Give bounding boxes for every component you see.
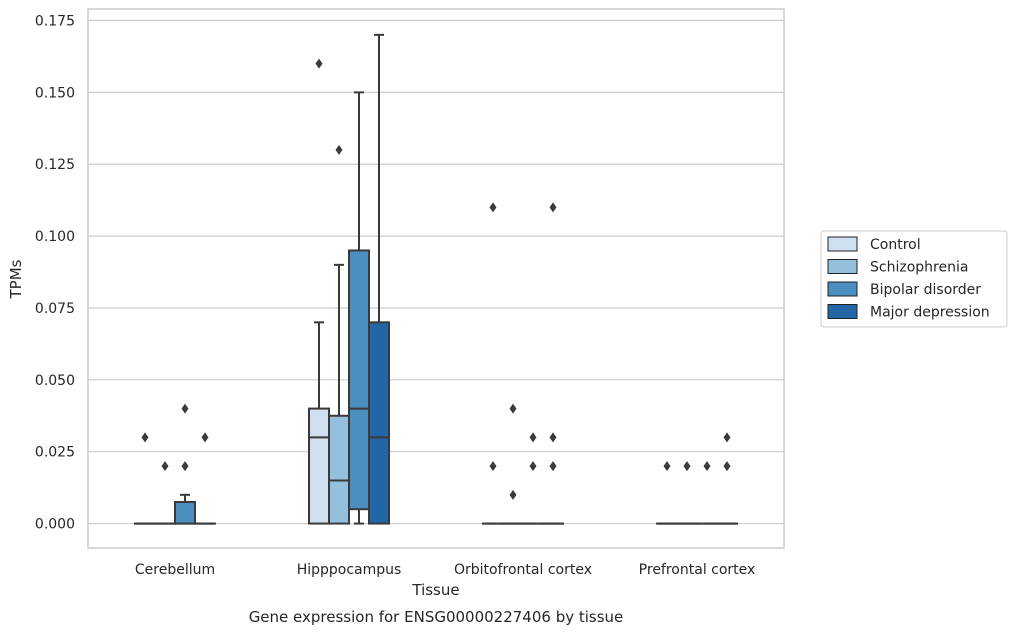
y-tick-label: 0.025 bbox=[35, 445, 75, 461]
legend-swatch bbox=[827, 304, 858, 319]
box-group bbox=[194, 432, 216, 525]
outlier-point bbox=[181, 461, 189, 472]
outlier-point bbox=[181, 403, 189, 414]
box-group bbox=[502, 403, 524, 525]
y-tick-label: 0.125 bbox=[35, 157, 75, 173]
box bbox=[328, 414, 350, 525]
legend-label: Schizophrenia bbox=[870, 260, 968, 276]
legend-swatch bbox=[827, 281, 858, 297]
box bbox=[368, 321, 390, 525]
plot-frame bbox=[87, 8, 785, 549]
outlier-point bbox=[723, 461, 731, 472]
legend-label: Major depression bbox=[870, 305, 990, 321]
box-group bbox=[482, 202, 504, 525]
y-tick-label: 0.000 bbox=[35, 517, 75, 533]
box-group bbox=[174, 403, 196, 525]
box-layer bbox=[134, 33, 738, 525]
outlier-point bbox=[549, 202, 557, 213]
box-group bbox=[542, 202, 564, 525]
x-tick-label: Prefrontal cortex bbox=[639, 562, 756, 578]
outlier-point bbox=[161, 461, 169, 472]
outlier-point bbox=[509, 403, 517, 414]
legend-swatch bbox=[827, 236, 858, 252]
outlier-point bbox=[549, 461, 557, 472]
outlier-point bbox=[335, 144, 343, 155]
y-axis-label: TPMs bbox=[7, 259, 25, 299]
outlier-point bbox=[683, 461, 691, 472]
outlier-point bbox=[509, 489, 517, 500]
outlier-point bbox=[489, 461, 497, 472]
box bbox=[174, 501, 196, 525]
legend-swatch bbox=[827, 259, 858, 274]
box bbox=[348, 249, 370, 511]
legend-frame bbox=[820, 230, 1008, 328]
legend-label: Bipolar disorder bbox=[870, 282, 981, 298]
y-tick-labels: 0.000 0.025 0.050 0.075 0.100 0.125 0.150 0.175 bbox=[35, 13, 75, 532]
x-tick-label: Hipppocampus bbox=[297, 562, 402, 578]
x-tick-label: Cerebellum bbox=[135, 562, 215, 578]
box-group bbox=[716, 432, 738, 525]
outlier-point bbox=[315, 58, 323, 69]
outlier-point bbox=[529, 432, 537, 443]
box bbox=[308, 407, 330, 525]
y-tick-label: 0.150 bbox=[35, 85, 75, 101]
outlier-point bbox=[703, 461, 711, 472]
outlier-point bbox=[141, 432, 149, 443]
outlier-point bbox=[663, 461, 671, 472]
outlier-point bbox=[549, 432, 557, 443]
x-axis-label: Tissue bbox=[411, 581, 459, 599]
y-tick-label: 0.100 bbox=[35, 229, 75, 245]
y-tick-label: 0.175 bbox=[35, 13, 75, 29]
legend: Control Schizophrenia Bipolar disorder Majo… bbox=[820, 230, 1008, 328]
outlier-point bbox=[489, 202, 497, 213]
chart-caption: Gene expression for ENSG00000227406 by t… bbox=[249, 608, 624, 626]
gridlines bbox=[88, 19, 784, 525]
box-group bbox=[522, 432, 544, 525]
x-tick-labels: Cerebellum Hipppocampus Orbitofrontal cort… bbox=[135, 562, 755, 578]
outlier-point bbox=[201, 432, 209, 443]
outlier-point bbox=[723, 432, 731, 443]
y-tick-label: 0.075 bbox=[35, 301, 75, 317]
y-tick-label: 0.050 bbox=[35, 373, 75, 389]
outlier-point bbox=[529, 461, 537, 472]
legend-label: Control bbox=[870, 237, 921, 253]
box-group bbox=[368, 33, 390, 525]
x-tick-label: Orbitofrontal cortex bbox=[454, 562, 592, 578]
